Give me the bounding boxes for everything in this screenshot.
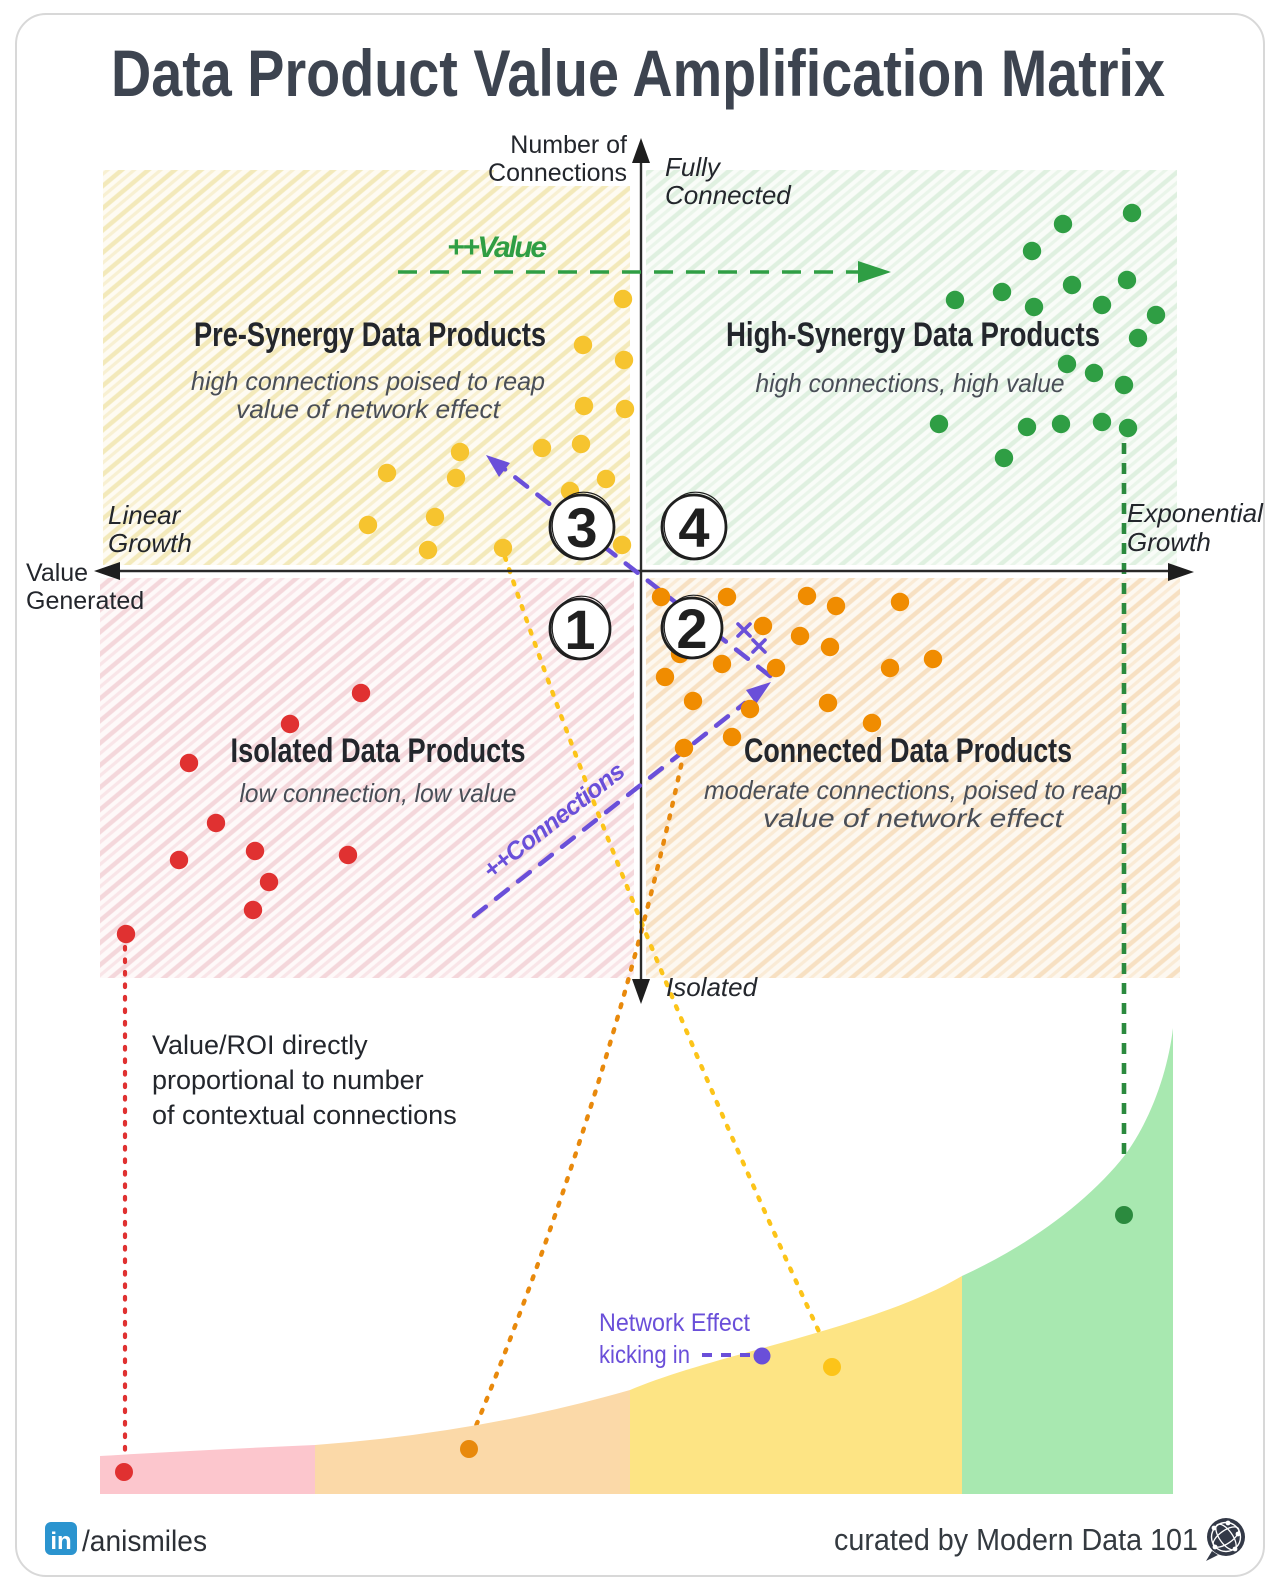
svg-text:Connections: Connections xyxy=(488,159,627,187)
svg-text:of contextual connections: of contextual connections xyxy=(152,1100,457,1130)
svg-text:Pre-Synergy Data Products: Pre-Synergy Data Products xyxy=(194,316,546,354)
svg-text:Growth: Growth xyxy=(1127,527,1211,557)
svg-text:High-Synergy Data Products: High-Synergy Data Products xyxy=(726,316,1100,354)
svg-text:2: 2 xyxy=(676,597,707,660)
svg-text:Value: Value xyxy=(26,559,88,587)
svg-text:Fully: Fully xyxy=(665,152,722,182)
svg-text:Isolated Data Products: Isolated Data Products xyxy=(231,732,526,770)
svg-text:Network Effect: Network Effect xyxy=(599,1309,750,1337)
svg-text:Connected: Connected xyxy=(665,180,792,210)
svg-text:moderate connections, poised t: moderate connections, poised to reap xyxy=(704,775,1122,805)
svg-text:++Value: ++Value xyxy=(447,231,547,264)
svg-text:Linear: Linear xyxy=(108,500,182,530)
svg-text:curated by Modern Data 101: curated by Modern Data 101 xyxy=(834,1522,1198,1557)
svg-text:high connections poised to rea: high connections poised to reap xyxy=(191,366,545,396)
svg-text:Isolated: Isolated xyxy=(666,972,759,1002)
svg-text:3: 3 xyxy=(566,496,597,559)
svg-text:high connections, high value: high connections, high value xyxy=(756,368,1065,398)
svg-text:Data Product Value Amplificati: Data Product Value Amplification Matrix xyxy=(111,36,1165,110)
svg-text:proportional to number: proportional to number xyxy=(152,1065,424,1095)
svg-text:in: in xyxy=(50,1528,71,1555)
svg-text:Generated: Generated xyxy=(26,587,144,615)
svg-text:4: 4 xyxy=(678,496,709,559)
svg-text:Connected Data Products: Connected Data Products xyxy=(744,732,1072,770)
svg-text:/anismiles: /anismiles xyxy=(82,1525,207,1558)
svg-text:1: 1 xyxy=(564,598,595,661)
svg-text:Value/ROI directly: Value/ROI directly xyxy=(152,1030,368,1060)
svg-text:Exponential: Exponential xyxy=(1127,498,1264,528)
svg-text:kicking in: kicking in xyxy=(599,1341,690,1369)
svg-text:Number of: Number of xyxy=(510,131,627,159)
svg-text:value of network effect: value of network effect xyxy=(763,803,1065,833)
svg-text:Growth: Growth xyxy=(108,528,192,558)
svg-text:value of network effect: value of network effect xyxy=(236,394,502,424)
svg-text:low connection, low value: low connection, low value xyxy=(240,778,517,808)
